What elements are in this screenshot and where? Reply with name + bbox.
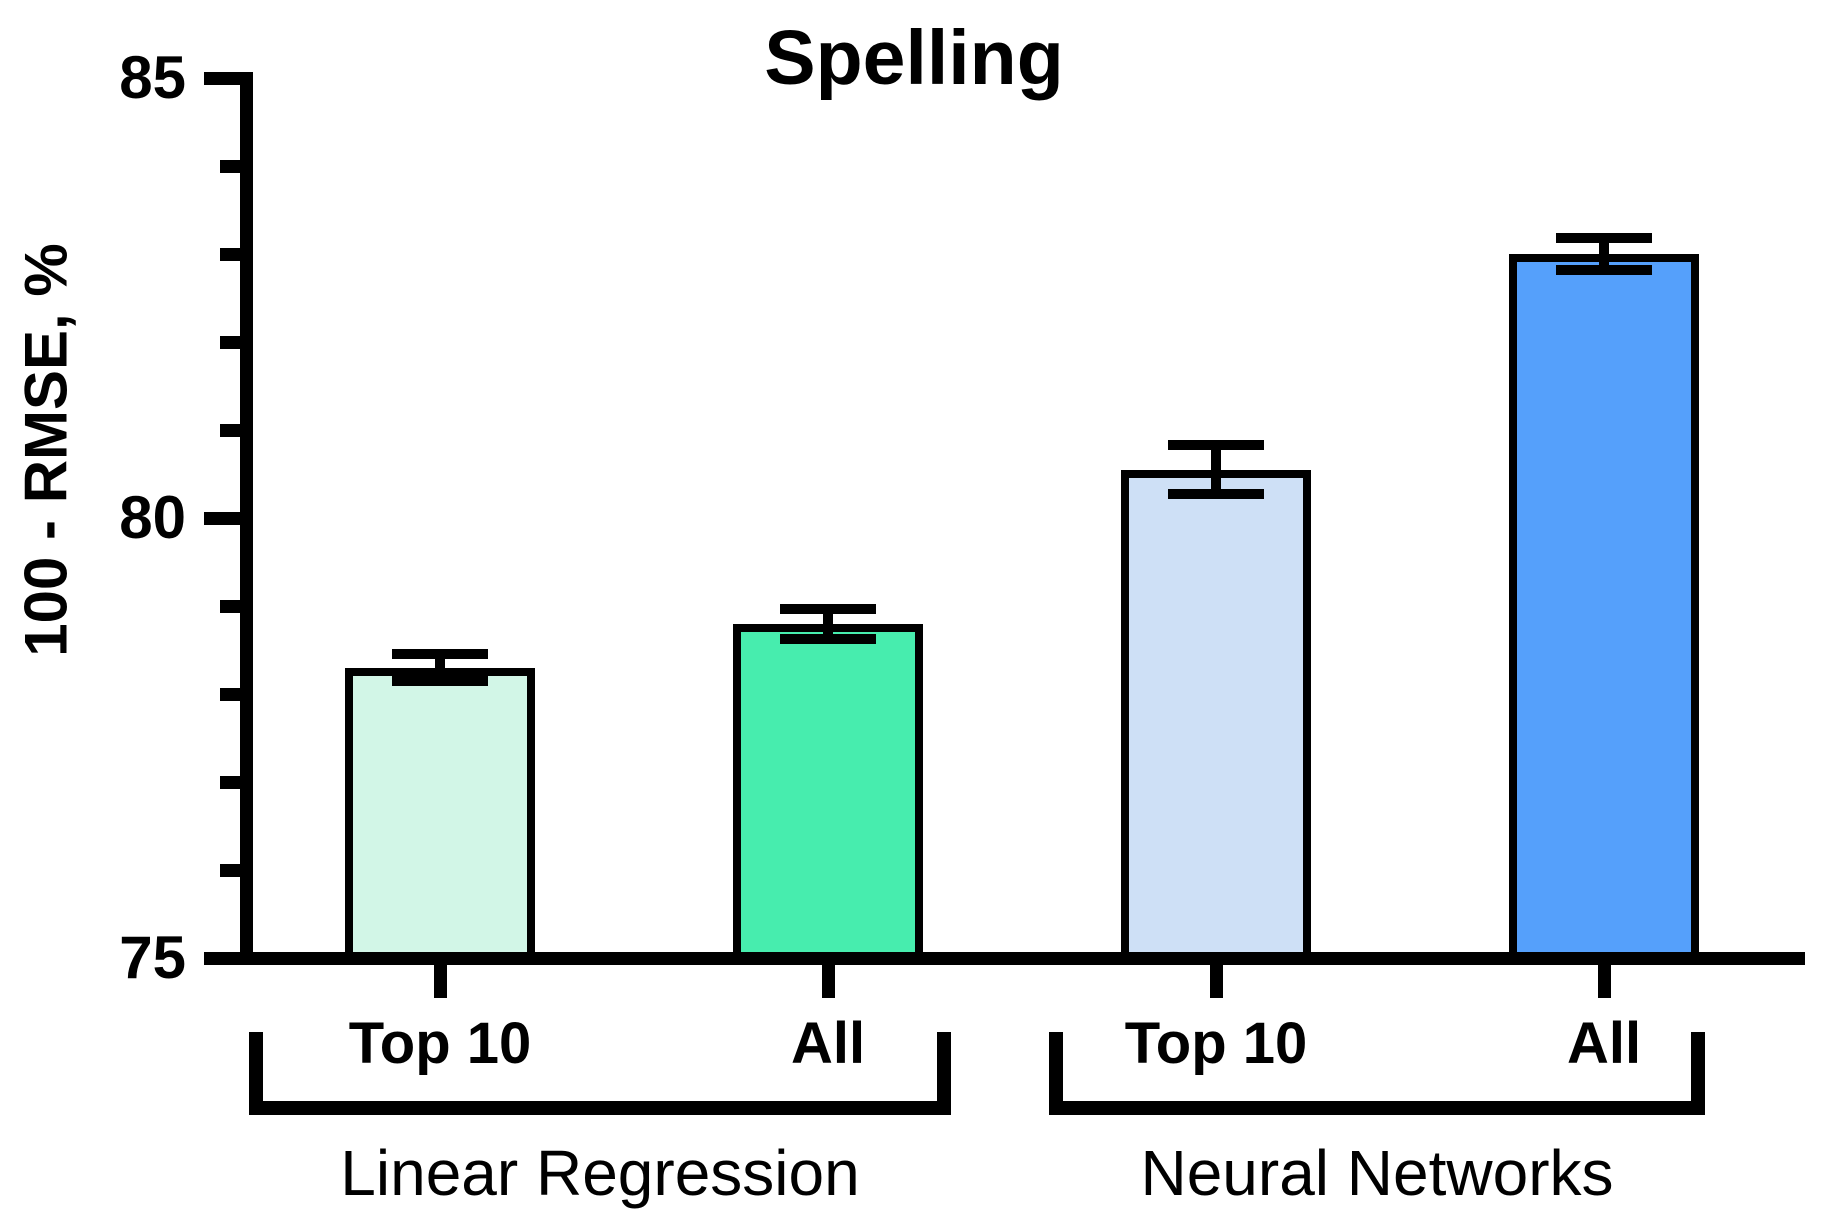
y-axis-line [240,72,253,965]
error-bar-line [823,604,833,644]
y-minor-tick [220,336,240,349]
y-tick-label: 85 [119,44,186,111]
error-bar-cap-bottom [1168,489,1264,499]
x-axis-tick [1210,965,1223,998]
category-label: All [790,1011,866,1076]
group-label: Linear Regression [340,1137,860,1209]
error-bar-cap-top [780,604,876,614]
y-minor-tick [220,248,240,261]
x-axis-line [240,952,1805,965]
y-minor-tick [220,864,240,877]
y-tick-label: 75 [119,924,186,991]
error-bar-line [1599,233,1609,275]
bar [1509,254,1699,965]
category-label: All [1566,1011,1642,1076]
x-axis-tick [1598,965,1611,998]
x-axis-tick [822,965,835,998]
y-minor-tick [220,688,240,701]
y-tick-label: 80 [119,484,186,551]
error-bar-line [435,649,445,685]
chart-title: Spelling [764,15,1064,101]
error-bar-cap-top [392,649,488,659]
bar [345,668,535,965]
error-bar-cap-bottom [392,676,488,686]
bar [1121,470,1311,965]
category-label: Top 10 [348,1011,532,1076]
group-bracket [249,1032,951,1115]
y-minor-tick [220,424,240,437]
error-bar-cap-bottom [1556,265,1652,275]
y-major-tick [204,512,240,525]
y-minor-tick [220,600,240,613]
y-minor-tick [220,776,240,789]
x-axis-tick [434,965,447,998]
error-bar-line [1211,440,1221,499]
y-minor-tick [220,160,240,173]
error-bar-cap-bottom [780,634,876,644]
group-bracket [1049,1032,1705,1115]
y-major-tick [204,72,240,85]
category-label: Top 10 [1124,1011,1308,1076]
error-bar-cap-top [1556,233,1652,243]
bar [733,624,923,965]
group-label: Neural Networks [1140,1137,1614,1209]
y-major-tick [204,952,240,965]
error-bar-cap-top [1168,440,1264,450]
